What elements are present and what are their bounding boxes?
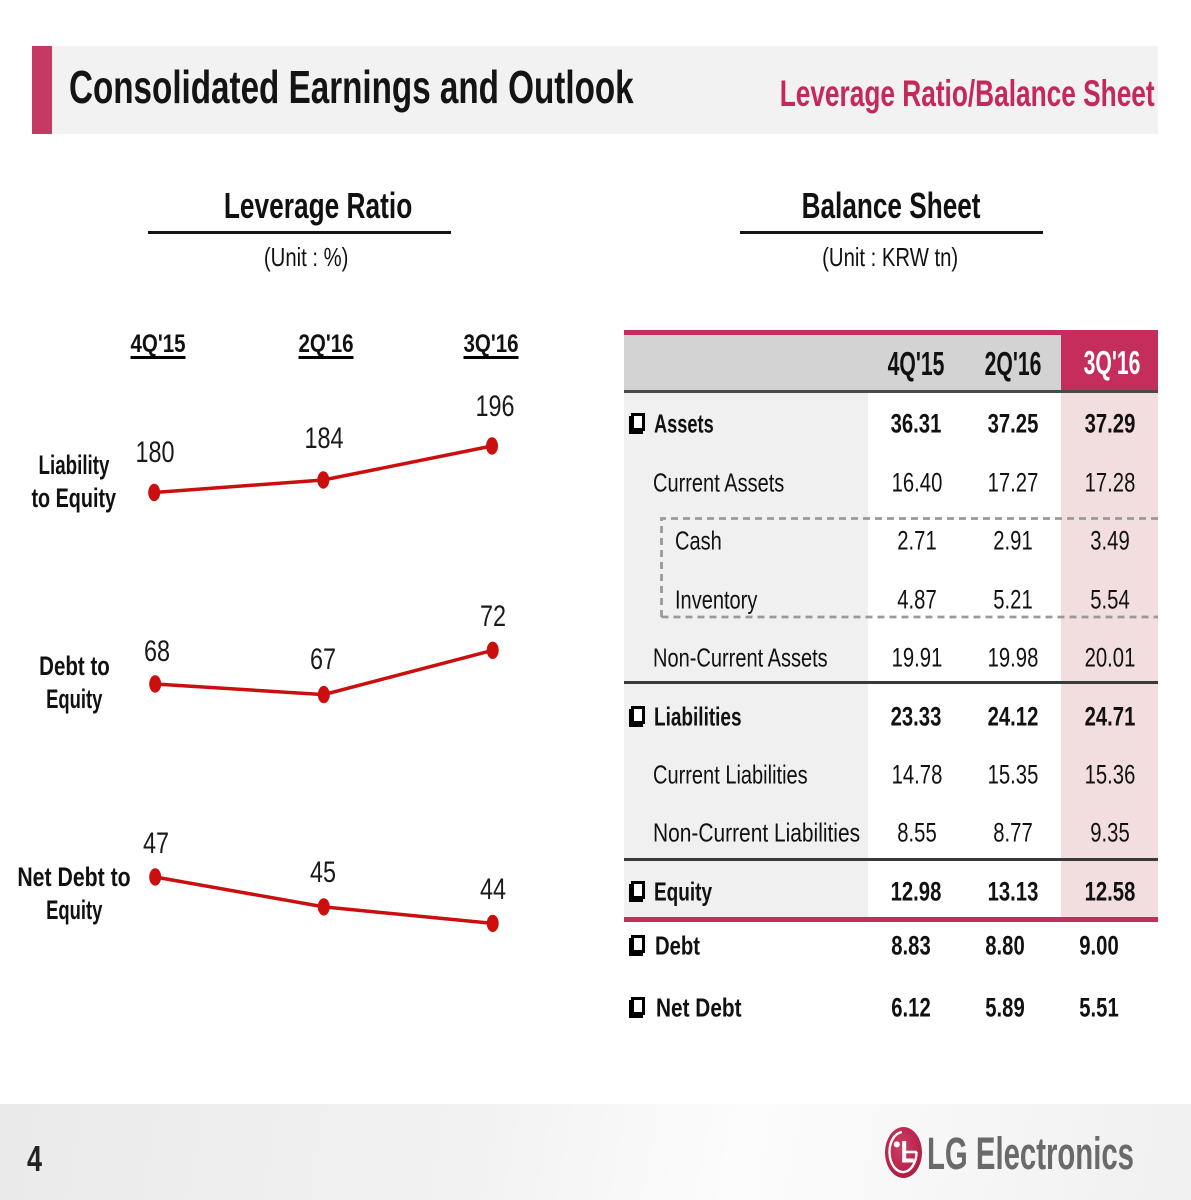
svg-text:LG Electronics: LG Electronics <box>927 1128 1134 1179</box>
